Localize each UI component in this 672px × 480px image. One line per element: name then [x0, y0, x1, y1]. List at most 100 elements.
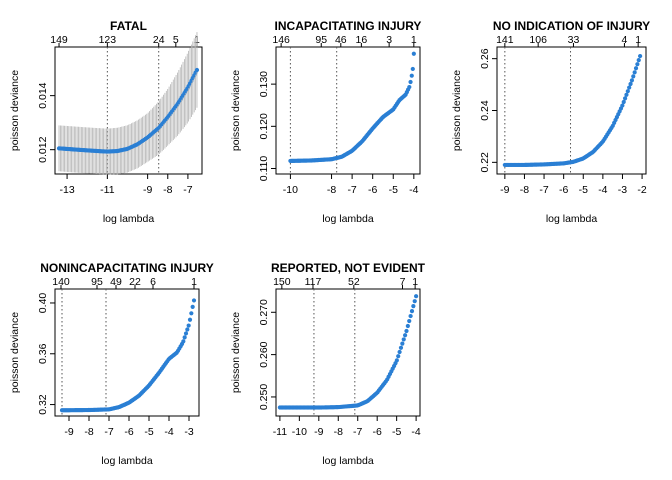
- x-tick-label: -3: [184, 426, 193, 438]
- x-tick-label: -10: [283, 184, 298, 196]
- x-axis-label: log lambda: [322, 455, 374, 467]
- x-tick-label: -9: [500, 184, 509, 196]
- deviance-point: [632, 70, 637, 75]
- top-tick-label: 49: [110, 276, 122, 288]
- deviance-point: [629, 78, 635, 83]
- top-tick-label: 24: [153, 34, 165, 46]
- deviance-point: [635, 62, 640, 67]
- chart-title: NO INDICATION OF INJURY: [493, 19, 650, 33]
- x-tick-label: -6: [124, 426, 133, 438]
- x-tick-label: -7: [539, 184, 548, 196]
- deviance-point: [622, 96, 628, 101]
- x-tick-label: -6: [368, 184, 377, 196]
- x-tick-label: -7: [183, 184, 192, 196]
- deviance-point: [397, 349, 402, 355]
- deviance-point: [411, 51, 416, 56]
- top-tick-label: 5: [173, 34, 179, 46]
- deviance-point: [190, 304, 195, 309]
- deviance-point: [625, 89, 630, 94]
- deviance-point: [408, 79, 413, 85]
- deviance-point: [620, 103, 625, 108]
- top-tick-label: 1: [191, 276, 197, 288]
- x-tick-label: -7: [353, 426, 362, 438]
- y-tick-label: 0.130: [258, 71, 270, 97]
- deviance-point: [636, 58, 641, 63]
- x-tick-label: -9: [64, 426, 73, 438]
- top-tick-label: 3: [386, 34, 392, 46]
- x-tick-label: -4: [411, 426, 420, 438]
- x-tick-label: -5: [579, 184, 588, 196]
- y-tick-label: 0.24: [479, 100, 491, 121]
- deviance-point: [405, 323, 410, 329]
- chart-title: FATAL: [110, 19, 147, 33]
- top-tick-label: 22: [129, 276, 141, 288]
- y-tick-label: 0.260: [258, 341, 270, 367]
- deviance-point: [410, 66, 415, 72]
- y-tick-label: 0.32: [37, 394, 49, 415]
- x-tick-label: -13: [59, 184, 74, 196]
- x-tick-label: -6: [373, 426, 382, 438]
- plot-frame: [496, 46, 647, 175]
- deviance-point: [633, 66, 639, 71]
- top-tick-label: 146: [272, 34, 290, 46]
- x-tick-label: -7: [104, 426, 113, 438]
- y-tick-label: 0.40: [37, 293, 49, 314]
- top-tick-label: 1: [412, 276, 418, 288]
- deviance-point: [396, 354, 401, 359]
- top-tick-label: 106: [529, 34, 547, 46]
- panel-5: REPORTED, NOT EVIDENT -11 -10 -9 -8 -7 -6 -5 -4 1…: [230, 261, 426, 467]
- deviance-point: [182, 335, 187, 340]
- x-tick-label: -4: [164, 426, 173, 438]
- panel-4: NONINCAPACITATING INJURY-9 -8 -7 -6 -5 -4 -314…: [9, 261, 214, 467]
- top-tick-label: 117: [305, 276, 322, 288]
- top-tick-label: 95: [315, 34, 327, 46]
- deviance-point: [628, 81, 633, 87]
- deviance-point: [407, 84, 412, 90]
- top-tick-label: 1: [411, 34, 417, 46]
- x-tick-label: -8: [327, 184, 336, 196]
- plot-frame: [275, 46, 421, 175]
- deviance-point: [412, 299, 417, 304]
- deviance-point: [414, 294, 419, 299]
- deviance-point: [411, 304, 416, 309]
- y-tick-label: 0.014: [37, 82, 49, 108]
- deviance-point: [638, 53, 643, 59]
- deviance-point: [408, 313, 413, 319]
- deviance-point: [398, 345, 404, 350]
- deviance-point: [187, 317, 193, 322]
- deviance-point: [185, 327, 190, 332]
- x-tick-label: -5: [389, 184, 398, 196]
- plot-frame: [275, 288, 421, 417]
- top-tick-label: 16: [356, 34, 368, 46]
- top-tick-label: 7: [400, 276, 406, 288]
- x-axis-label: log lambda: [101, 455, 153, 467]
- chart-title: NONINCAPACITATING INJURY: [40, 261, 214, 275]
- x-axis-label: log lambda: [103, 213, 155, 225]
- top-tick-label: 95: [91, 276, 103, 288]
- x-tick-label: -11: [100, 184, 115, 196]
- x-tick-label: -2: [637, 184, 646, 196]
- x-tick-label: -5: [144, 426, 153, 438]
- y-tick-label: 0.110: [258, 156, 270, 182]
- deviance-point: [621, 99, 626, 105]
- deviance-point: [624, 92, 629, 97]
- plot-frame: [54, 288, 200, 417]
- x-tick-label: -7: [347, 184, 356, 196]
- x-tick-label: -6: [559, 184, 568, 196]
- deviance-point: [394, 358, 399, 363]
- x-tick-label: -8: [334, 426, 343, 438]
- y-tick-label: 0.26: [479, 48, 491, 69]
- top-tick-label: 4: [622, 34, 628, 46]
- plot-frame: [54, 46, 203, 175]
- deviance-point: [403, 333, 408, 338]
- top-tick-label: 1: [635, 34, 641, 46]
- x-tick-label: -4: [598, 184, 607, 196]
- deviance-point: [631, 74, 636, 79]
- deviance-point: [186, 323, 191, 328]
- chart-title: INCAPACITATING INJURY: [275, 19, 422, 33]
- deviance-point: [181, 339, 186, 344]
- x-tick-label: -3: [618, 184, 627, 196]
- deviance-point: [409, 73, 414, 78]
- x-tick-label: -10: [292, 426, 307, 438]
- y-axis-label: poisson deviance: [451, 70, 463, 151]
